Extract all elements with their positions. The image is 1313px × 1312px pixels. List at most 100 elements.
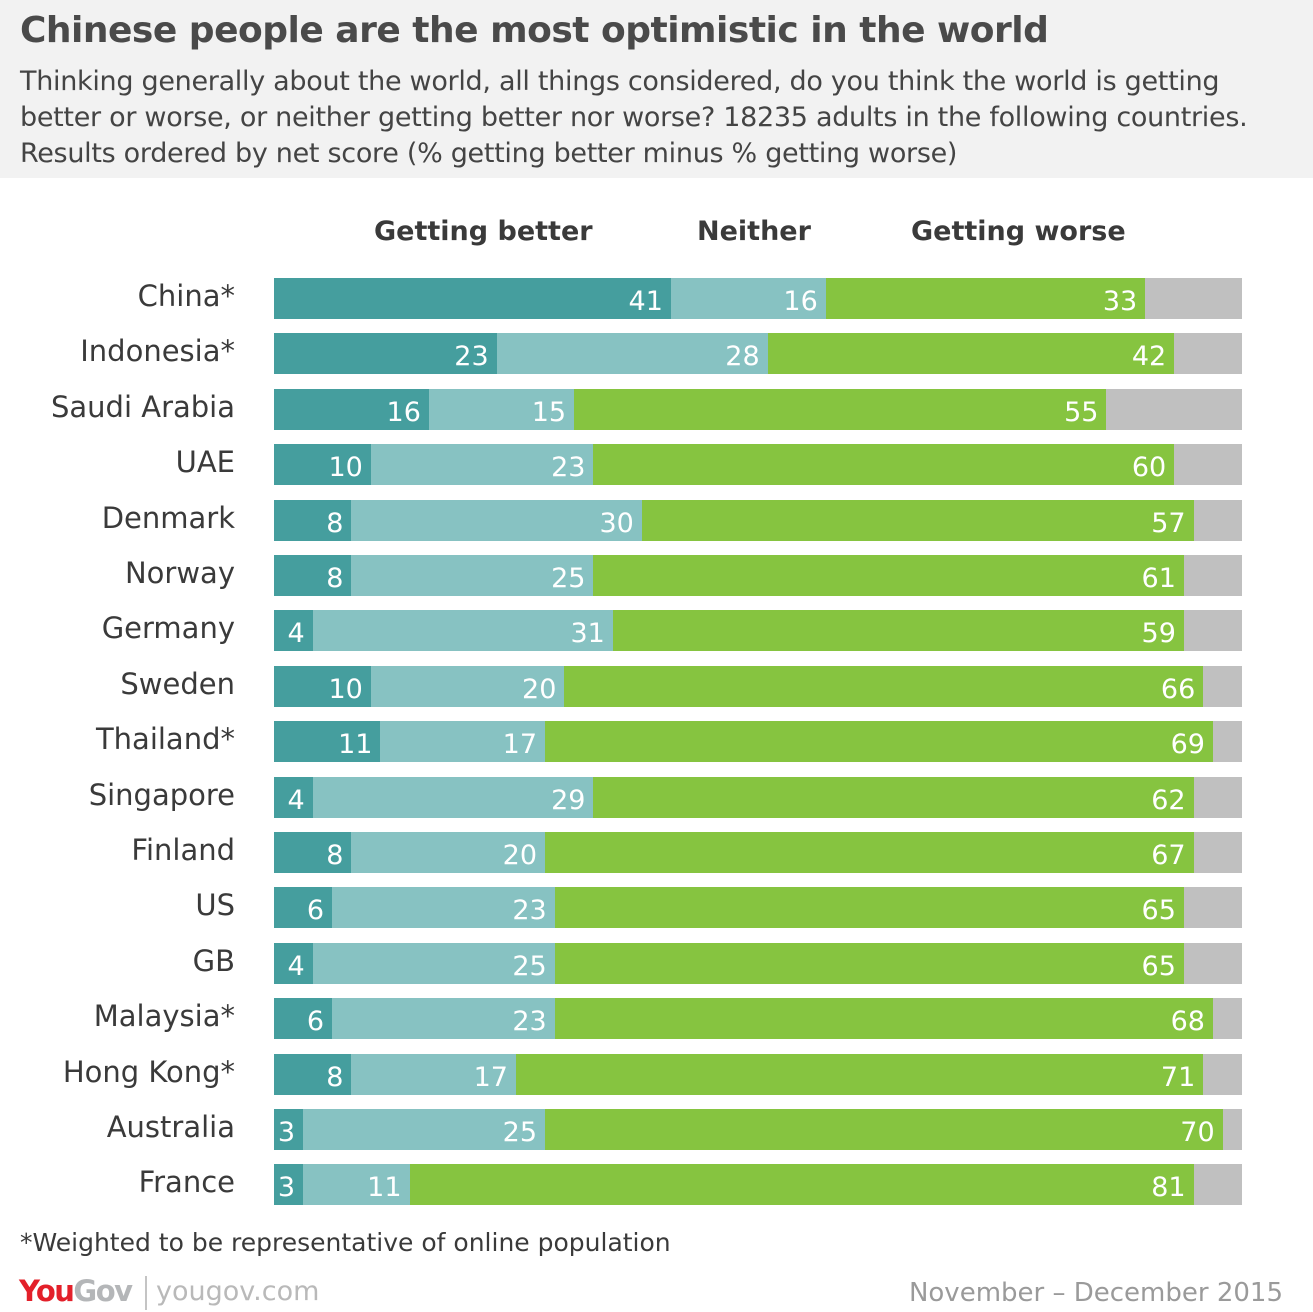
bar-better [274,942,313,984]
data-label-worse: 65 [1141,895,1176,927]
data-label-neither: 17 [502,729,538,761]
bar-neither [332,998,555,1040]
bar-neither [303,1109,546,1150]
bar-worse [545,1109,1223,1150]
bar-better [274,1164,304,1206]
bar-neither [496,333,768,375]
footnote: *Weighted to be representative of online… [20,1228,671,1257]
data-label-worse: 66 [1160,673,1196,705]
legend-neither: Neither [697,216,811,247]
bar-worse [545,832,1194,873]
data-label-better: 6 [306,895,325,927]
bar-neither [351,499,642,541]
data-label-better: 11 [338,729,373,761]
category-label: Germany [101,611,235,646]
data-label-worse: 42 [1131,341,1167,373]
category-label: Australia [106,1110,235,1144]
category-label: Malaysia* [93,999,235,1034]
date-range: November – December 2015 [908,1278,1283,1308]
bar-better [274,776,313,818]
bar-worse [545,721,1213,763]
data-label-neither: 16 [783,286,818,317]
bar-worse [612,610,1184,652]
chart-subtitle: Thinking generally about the world, all … [20,66,1248,169]
bar-worse [641,499,1194,541]
category-label: Hong Kong* [62,1054,235,1089]
bar-neither [312,942,555,984]
bar-worse [593,555,1184,596]
yougov-logo: YouGov [19,1274,133,1308]
category-label: Singapore [88,777,235,812]
category-label: Finland [131,833,235,867]
bar-neither [351,555,594,596]
data-label-better: 10 [328,673,363,705]
data-label-worse: 33 [1102,286,1138,317]
category-label: Sweden [120,666,235,701]
data-label-worse: 62 [1151,784,1186,816]
data-label-worse: 61 [1141,563,1176,594]
bar-neither [303,1164,410,1206]
data-label-better: 3 [277,1117,296,1148]
category-label: Thailand* [95,722,235,757]
category-label: US [195,888,235,923]
website-link[interactable]: yougov.com [156,1276,320,1307]
data-label-better: 8 [326,840,344,871]
data-label-neither: 20 [502,840,538,871]
bar-better [274,1109,304,1150]
data-label-neither: 23 [512,895,547,927]
legend-getting-better: Getting better [374,216,593,247]
bar-neither [370,444,594,486]
data-label-neither: 23 [512,1006,547,1038]
bar-better [274,887,333,929]
data-label-worse: 69 [1170,729,1205,761]
data-label-worse: 55 [1064,396,1099,428]
category-label: France [138,1165,235,1200]
bar-neither [351,832,546,873]
data-label-neither: 28 [725,341,760,373]
header [0,0,1313,178]
data-label-better: 8 [326,1061,344,1093]
logo-divider [145,1276,147,1310]
category-label: GB [192,943,235,978]
bar-worse [516,1053,1204,1095]
bar-worse [554,942,1184,984]
data-label-neither: 15 [531,396,567,428]
data-label-neither: 17 [473,1061,508,1093]
data-label-neither: 29 [551,784,586,816]
data-label-neither: 25 [502,1117,538,1148]
chart-title: Chinese people are the most optimistic i… [20,10,1049,51]
bar-worse [574,388,1107,430]
data-label-better: 4 [287,784,305,816]
data-label-better: 8 [326,563,344,594]
data-label-worse: 81 [1151,1172,1186,1204]
bar-better [274,721,381,763]
category-label: Denmark [101,500,235,535]
data-label-worse: 57 [1151,507,1186,539]
bar-better [274,388,429,430]
data-label-better: 3 [277,1172,296,1204]
bar-better [274,444,371,486]
bar-better [274,1053,352,1095]
bar-better [274,555,352,596]
bar-better [274,832,352,873]
bar-neither [312,776,594,818]
logo-you: You [19,1274,75,1308]
bar-better [274,998,333,1040]
logo-gov: Gov [73,1274,133,1308]
data-label-better: 23 [454,341,489,373]
data-label-neither: 11 [367,1172,402,1204]
bar-better [274,665,371,707]
data-label-better: 8 [326,507,344,539]
legend-getting-worse: Getting worse [911,216,1126,247]
category-label: UAE [175,445,235,480]
data-label-neither: 25 [551,563,586,594]
data-label-neither: 25 [512,950,547,982]
data-label-better: 4 [287,618,305,650]
bar-neither [351,1053,516,1095]
data-label-better: 6 [306,1006,325,1038]
bar-better [274,499,352,541]
bar-better [274,278,671,319]
bar-worse [564,665,1204,707]
data-label-better: 41 [628,286,663,317]
